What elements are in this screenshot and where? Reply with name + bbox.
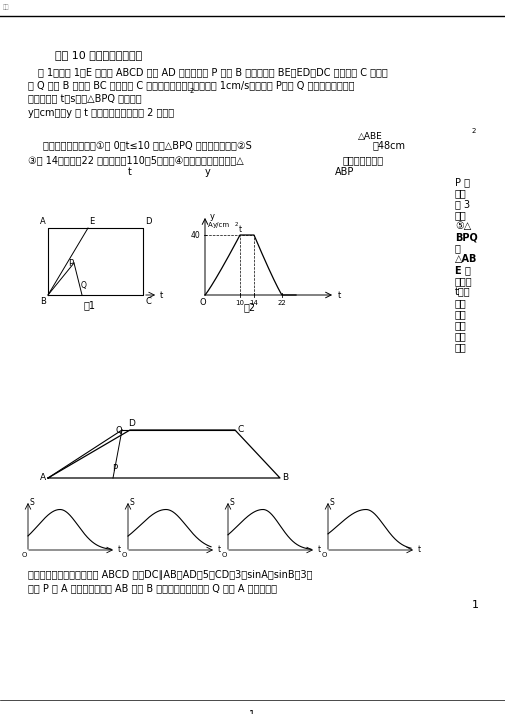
Text: D: D	[128, 419, 135, 428]
Text: B: B	[40, 297, 46, 306]
Text: 40: 40	[191, 231, 201, 239]
Text: 同类题型：如图，在四边形 ABCD 中，DC∥AB，AD＝5，CD＝3，sinA＝sinB＝3，: 同类题型：如图，在四边形 ABCD 中，DC∥AB，AD＝5，CD＝3，sinA…	[28, 570, 313, 580]
Text: ⑤△: ⑤△	[455, 221, 471, 231]
Text: P 点: P 点	[455, 177, 470, 187]
Text: ABP: ABP	[335, 167, 355, 177]
Text: 22: 22	[278, 300, 286, 306]
Text: BPQ: BPQ	[455, 232, 478, 242]
Text: 结论: 结论	[455, 320, 467, 330]
Text: y: y	[205, 167, 211, 177]
Text: t: t	[418, 545, 421, 555]
Text: 是等腰三角形的: 是等腰三角形的	[343, 155, 384, 165]
Text: 跳过: 跳过	[3, 4, 10, 9]
Text: O: O	[122, 552, 127, 558]
Text: 图2: 图2	[244, 302, 256, 312]
Text: 动点 P 自 A 点出发，沿着边 AB 向点 B 匀速运动，同时动点 Q 自点 A 出发，沿着: 动点 P 自 A 点出发，沿着边 AB 向点 B 匀速运动，同时动点 Q 自点 …	[28, 583, 277, 593]
Text: t＝．: t＝．	[455, 287, 471, 297]
Text: Q: Q	[115, 426, 122, 435]
Text: ＝48cm: ＝48cm	[373, 140, 406, 150]
Text: P: P	[68, 258, 73, 268]
Text: S: S	[330, 498, 335, 507]
Text: 与: 与	[455, 243, 461, 253]
Text: t: t	[118, 545, 121, 555]
Text: B: B	[282, 473, 288, 483]
Text: D: D	[145, 217, 152, 226]
Text: O: O	[200, 298, 207, 307]
Text: A: A	[208, 222, 213, 228]
Text: O: O	[22, 552, 27, 558]
Text: 的序: 的序	[455, 331, 467, 341]
Text: O: O	[222, 552, 227, 558]
Text: 专题 10 选择填空方法综述: 专题 10 选择填空方法综述	[55, 50, 142, 60]
Text: 1: 1	[472, 600, 479, 610]
Text: ③当 14＜　　＜22 时，　　＝110－5　　；④在运动过程中，使得△: ③当 14＜ ＜22 时， ＝110－5 ；④在运动过程中，使得△	[28, 155, 244, 165]
Text: O: O	[322, 552, 327, 558]
Text: 运动时间为 t（s），△BPQ 的面积为: 运动时间为 t（s），△BPQ 的面积为	[28, 93, 141, 103]
Text: 2: 2	[190, 88, 194, 94]
Text: △AB: △AB	[455, 254, 477, 264]
Text: 此中: 此中	[455, 298, 467, 308]
Text: 图1: 图1	[84, 300, 96, 310]
Text: y/cm: y/cm	[213, 222, 230, 228]
Text: 1: 1	[249, 710, 255, 714]
Text: C: C	[145, 297, 151, 306]
Text: 例 1．如图 1，E 为矩形 ABCD 的边 AD 上一点，点 P 从点 B 出发沿折线 BE－ED－DC 运动到点 C 停止，: 例 1．如图 1，E 为矩形 ABCD 的边 AD 上一点，点 P 从点 B 出…	[38, 67, 388, 77]
Text: 给出以下结论：①当 0＜t≤10 时，△BPQ 是等腰三角形；②S: 给出以下结论：①当 0＜t≤10 时，△BPQ 是等腰三角形；②S	[43, 140, 252, 150]
Text: t: t	[128, 167, 132, 177]
Text: 点 Q 从点 B 出发沿 BC 运动到点 C 停止，它们运动的速度都是 1cm/s．假定点 P、点 Q 同时开始运动，设: 点 Q 从点 B 出发沿 BC 运动到点 C 停止，它们运动的速度都是 1cm/…	[28, 80, 355, 90]
Text: t: t	[218, 545, 221, 555]
Text: Q: Q	[81, 281, 87, 290]
Text: 像时，: 像时，	[455, 276, 473, 286]
Text: △ABE: △ABE	[358, 132, 383, 141]
Text: t: t	[239, 225, 242, 234]
Text: y: y	[210, 212, 215, 221]
Text: 10: 10	[235, 300, 244, 306]
Text: E: E	[89, 217, 94, 226]
Text: P: P	[112, 464, 117, 473]
Text: S: S	[30, 498, 35, 507]
Text: E 相: E 相	[455, 265, 471, 275]
Text: S: S	[230, 498, 235, 507]
Text: 正确: 正确	[455, 309, 467, 319]
Text: A: A	[40, 217, 46, 226]
Text: S: S	[130, 498, 135, 507]
Text: 14: 14	[249, 300, 259, 306]
Text: 一共: 一共	[455, 188, 467, 198]
Text: 2: 2	[472, 128, 476, 134]
Text: t: t	[338, 291, 341, 299]
Text: C: C	[237, 426, 243, 435]
Text: A: A	[40, 473, 46, 483]
Text: 有 3: 有 3	[455, 199, 470, 209]
Text: y（cm），y 与 t 之间的函数图象如图 2 所示．: y（cm），y 与 t 之间的函数图象如图 2 所示．	[28, 108, 174, 118]
Text: 号是: 号是	[455, 342, 467, 352]
Text: t: t	[160, 291, 163, 299]
Text: 个；: 个；	[455, 210, 467, 220]
Text: 2: 2	[235, 222, 238, 227]
Text: t: t	[318, 545, 321, 555]
